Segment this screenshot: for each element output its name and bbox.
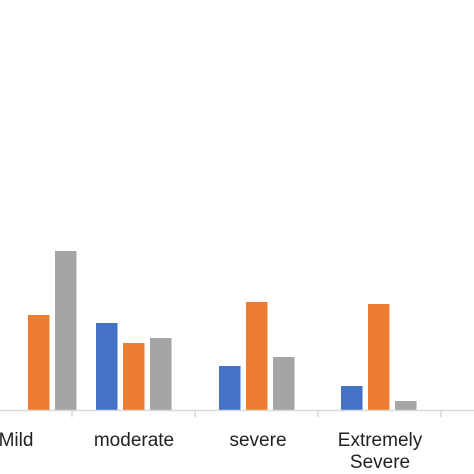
x-tick-label: Mild (0, 430, 33, 451)
bar-series-2-moderate (123, 343, 145, 410)
bars-group (28, 251, 417, 410)
x-tick-label: moderate (94, 430, 174, 451)
bar-series-1-severe (219, 366, 241, 410)
bar-series-2-extremely-severe (368, 304, 390, 410)
bar-series-1-extremely-severe (341, 386, 363, 410)
bar-series-1-moderate (96, 323, 118, 410)
x-tick-label: Extremely (338, 430, 423, 451)
bar-series-2-severe (246, 302, 268, 410)
bar-series-3-mild (55, 251, 77, 410)
x-axis (0, 409, 474, 417)
bar-series-3-extremely-severe (395, 401, 417, 410)
bar-series-3-severe (273, 357, 295, 410)
bar-series-3-moderate (150, 338, 172, 410)
x-tick-label: severe (229, 430, 286, 451)
bar-series-2-mild (28, 315, 50, 410)
x-tick-label: Severe (350, 452, 410, 473)
